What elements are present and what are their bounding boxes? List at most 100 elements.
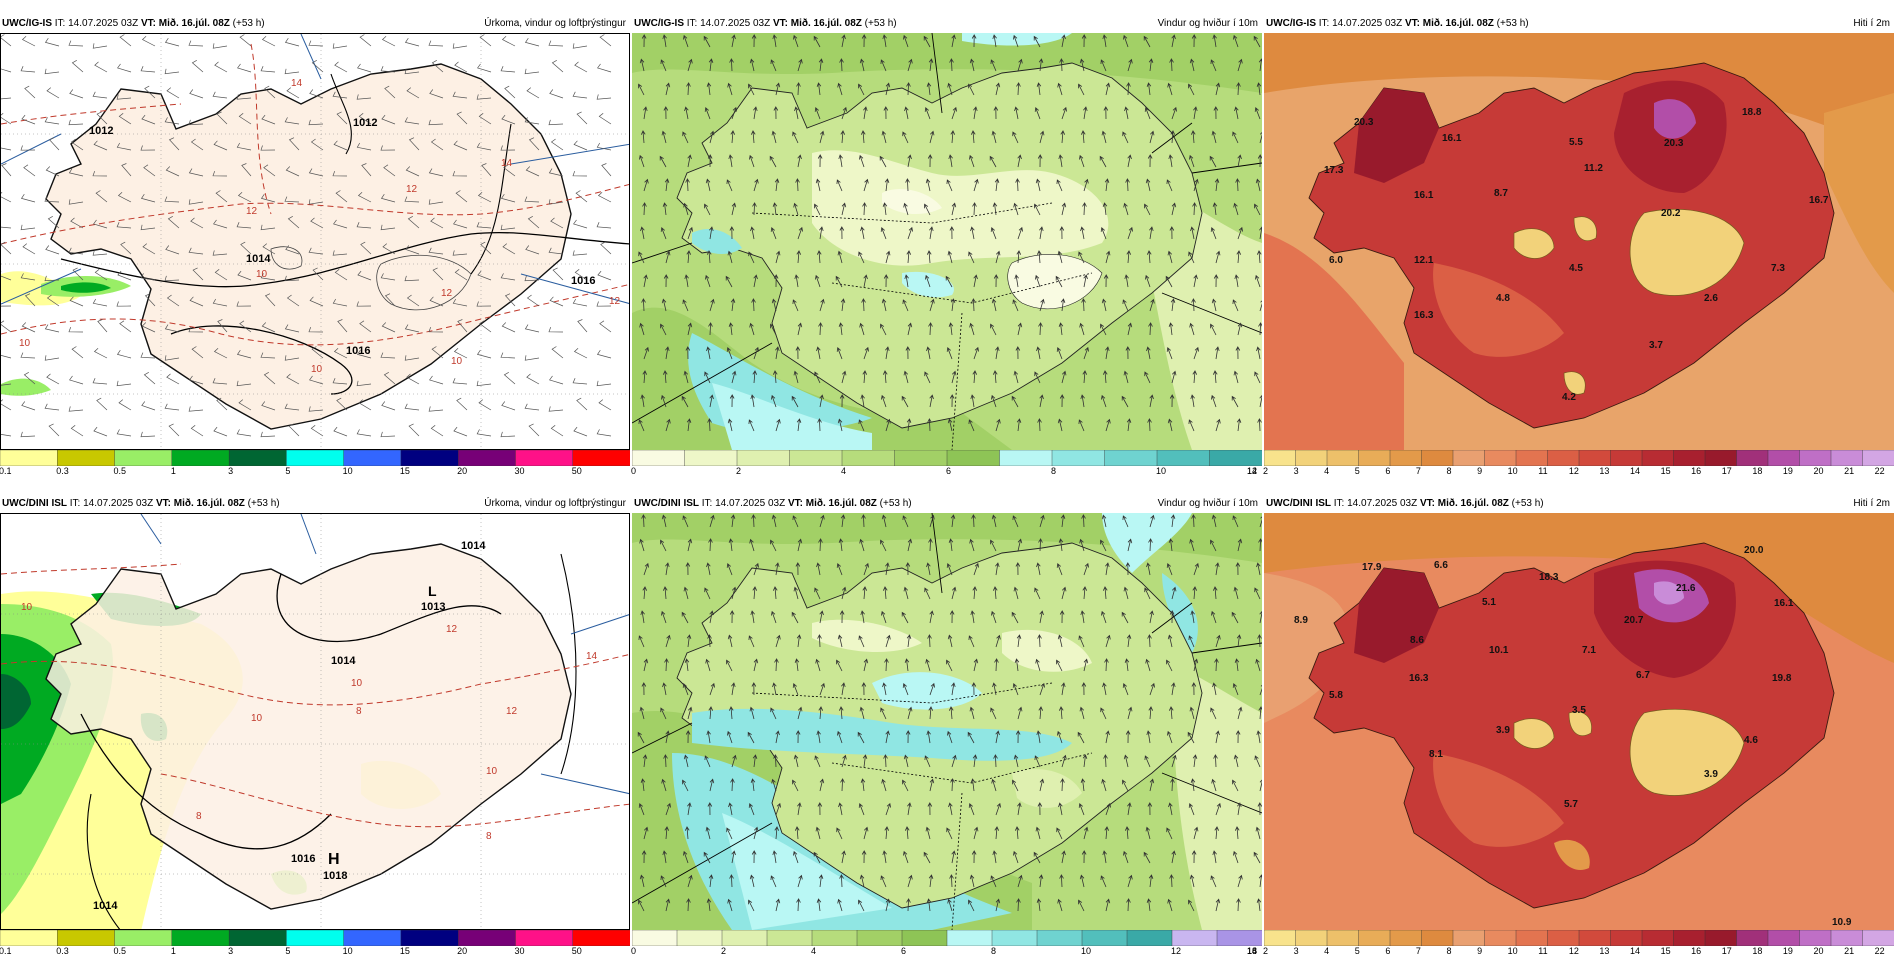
lead-time: (+53 h) [864, 18, 897, 29]
colorbar-tick-label: 0 [631, 466, 637, 476]
model-name: UWC/IG-IS [2, 18, 52, 29]
temp-label: 5.5 [1569, 137, 1583, 148]
colorbar-swatch [1295, 930, 1328, 946]
temp-label: 20.3 [1354, 117, 1374, 128]
colorbar-tick-label: 3 [1293, 466, 1299, 476]
colorbar-swatch [1452, 930, 1486, 946]
colorbar-swatch [457, 930, 517, 946]
pressure-label: 1012 [353, 117, 377, 129]
temp-label: 5.8 [1329, 690, 1343, 701]
colorbar-swatch [856, 930, 903, 946]
temp-label: 11.2 [1584, 163, 1603, 174]
temp-label: 4.6 [1744, 735, 1758, 746]
temp-label: 8.7 [1494, 188, 1508, 199]
vt-label: VT: [1419, 498, 1435, 509]
colorbar-swatch [1515, 450, 1549, 466]
field-name: Vindur og hviður í 10m [1157, 498, 1258, 509]
map-wind [632, 513, 1262, 930]
temp-label: 4.5 [1569, 263, 1583, 274]
it-value: 14.07.2025 03Z [1332, 18, 1403, 29]
pressure-label: 1014 [331, 655, 356, 667]
colorbar-swatch [1736, 930, 1769, 946]
colorbar-tick-label: 10 [1156, 466, 1167, 476]
colorbar-tick-label: 6 [901, 946, 907, 956]
temp-label: 6.6 [1434, 560, 1448, 571]
isotherm-label: 8 [356, 706, 362, 717]
colorbar-swatch [1358, 450, 1391, 466]
colorbar-swatch [1578, 930, 1612, 946]
colorbar-tick-label: 18 [1247, 946, 1258, 956]
field-name: Vindur og hviður í 10m [1157, 18, 1258, 29]
temp-label: 12.1 [1414, 255, 1434, 266]
colorbar-tick-label: 17 [1721, 946, 1732, 956]
colorbar-tick-label: 19 [1782, 946, 1793, 956]
colorbar-swatch [1578, 450, 1612, 466]
isotherm-label: 10 [19, 338, 31, 349]
colorbar-swatch [228, 930, 288, 946]
colorbar-tick-label: 18 [1752, 946, 1763, 956]
colorbar-swatch [1830, 930, 1864, 946]
colorbar-tick-label: 6 [946, 466, 952, 476]
lead-time: (+53 h) [879, 498, 912, 509]
panel-header: UWC/IG-IS IT: 14.07.2025 03Z VT: Mið. 16… [0, 16, 630, 32]
colorbar-swatch [736, 450, 791, 466]
colorbar-swatch [1452, 450, 1486, 466]
colorbar-tick-label: 21 [1844, 466, 1855, 476]
colorbar-swatch [1389, 930, 1423, 946]
colorbar-tick-label: 0.1 [0, 466, 12, 476]
colorbar-tick-label: 10 [1081, 946, 1092, 956]
vt-value: Mið. 16.júl. 08Z [1422, 18, 1494, 29]
isotherm-label: 12 [506, 706, 518, 717]
vt-label: VT: [155, 498, 171, 509]
colorbar-swatch [632, 930, 678, 946]
colorbar-swatch [841, 450, 896, 466]
temp-label: 6.7 [1636, 670, 1650, 681]
colorbar-tick-label: 2 [721, 946, 727, 956]
colorbar-swatch [1547, 930, 1580, 946]
temp-label: 8.9 [1294, 615, 1308, 626]
temp-label: 20.2 [1661, 208, 1681, 219]
it-value: 14.07.2025 03Z [715, 498, 786, 509]
colorbar-tick-label: 16 [1691, 946, 1702, 956]
map-precip: 1012 1012 1014 1016 1016 14 12 12 12 10 … [0, 33, 630, 450]
colorbar-ticks: 0 2 4 6 8 10 12 14 [631, 466, 1262, 478]
colorbar-swatch [946, 930, 993, 946]
panel-dini-precip: UWC/DINI ISL IT: 14.07.2025 03Z VT: Mið.… [0, 496, 630, 956]
colorbar-swatch [171, 930, 230, 946]
colorbar-swatch [1862, 930, 1894, 946]
it-label: IT: [1318, 18, 1330, 29]
colorbar-swatch [811, 930, 858, 946]
colorbar-tick-label: 3 [228, 946, 234, 956]
colorbar-tick-label: 10 [1507, 946, 1518, 956]
it-value: 14.07.2025 03Z [700, 18, 771, 29]
colorbar-tick-label: 5 [1354, 466, 1360, 476]
temp-label: 3.5 [1572, 705, 1586, 716]
isotherm-label: 14 [291, 78, 303, 89]
colorbar-swatch [676, 930, 723, 946]
temp-label: 2.6 [1704, 293, 1718, 304]
colorbar-swatch [901, 930, 948, 946]
pressure-label: 1016 [571, 275, 595, 287]
colorbar-swatch [946, 450, 1001, 466]
lead-time: (+53 h) [232, 18, 265, 29]
colorbar [632, 930, 1262, 946]
colorbar-tick-label: 6 [1385, 466, 1391, 476]
colorbar-swatch [114, 450, 173, 466]
colorbar-tick-label: 15 [1660, 466, 1671, 476]
isotherm-label: 14 [501, 158, 513, 169]
colorbar-swatch [286, 930, 345, 946]
colorbar-tick-label: 9 [1477, 466, 1483, 476]
isotherm-label: 8 [196, 811, 202, 822]
isotherm-label: 10 [311, 364, 323, 375]
colorbar-swatch [684, 450, 738, 466]
it-value: 14.07.2025 03Z [68, 18, 139, 29]
colorbar-swatch [1673, 930, 1706, 946]
vt-value: Mið. 16.júl. 08Z [805, 498, 877, 509]
it-label: IT: [701, 498, 713, 509]
pressure-label: 1014 [246, 253, 271, 265]
low-pressure-value: 1013 [421, 601, 445, 613]
colorbar-tick-label: 18 [1752, 466, 1763, 476]
field-name: Úrkoma, vindur og loftþrýstingur [484, 18, 626, 29]
isotherm-label: 12 [609, 296, 621, 307]
temp-label: 6.0 [1329, 255, 1343, 266]
